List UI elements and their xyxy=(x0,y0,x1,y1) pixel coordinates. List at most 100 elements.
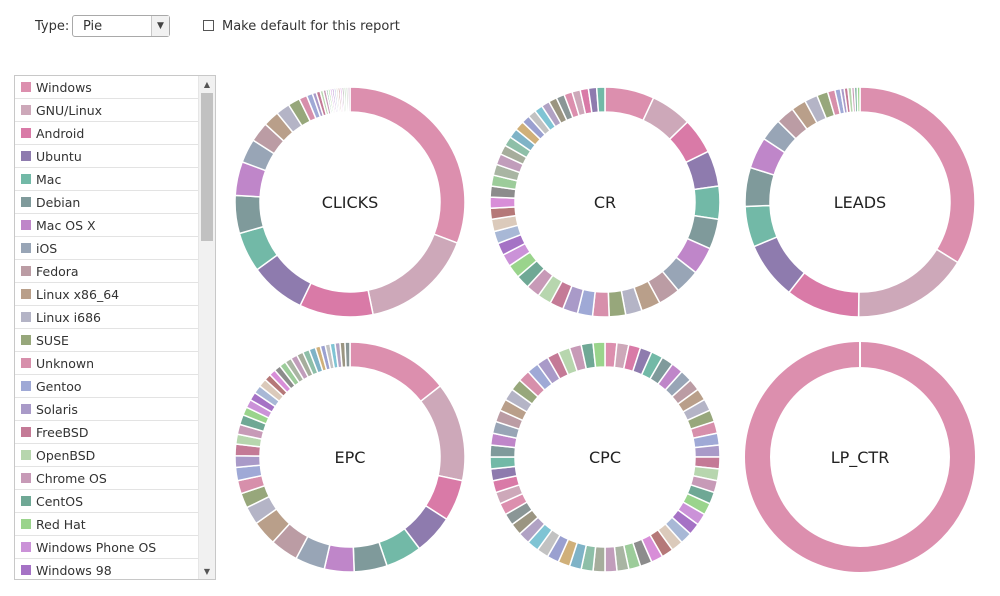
chart-type-select[interactable]: Pie ▼ xyxy=(72,15,170,37)
legend-swatch xyxy=(21,381,31,391)
legend-item[interactable]: OpenBSD xyxy=(15,444,199,467)
legend-label: Gentoo xyxy=(36,378,82,394)
legend-swatch xyxy=(21,151,31,161)
legend-label: CentOS xyxy=(36,493,84,509)
legend-swatch xyxy=(21,450,31,460)
legend-swatch xyxy=(21,473,31,483)
legend-swatch xyxy=(21,266,31,276)
legend-label: Windows 98 xyxy=(36,562,112,578)
donut-slice[interactable] xyxy=(489,196,516,210)
legend-list: Windows GNU/Linux Android Ubuntu Mac Debian Ma… xyxy=(15,76,199,579)
legend-item[interactable]: CentOS xyxy=(15,490,199,513)
legend-swatch xyxy=(21,542,31,552)
legend-item[interactable]: SUSE xyxy=(15,329,199,352)
legend-label: Linux i686 xyxy=(36,309,101,325)
legend-swatch xyxy=(21,128,31,138)
legend-swatch xyxy=(21,427,31,437)
legend-label: Linux x86_64 xyxy=(36,286,120,302)
legend-item[interactable]: Unknown xyxy=(15,352,199,375)
donut-slice[interactable] xyxy=(347,86,351,113)
donut-slice[interactable] xyxy=(349,86,466,244)
legend-item[interactable]: Windows 98 xyxy=(15,559,199,579)
legend-item[interactable]: Red Hat xyxy=(15,513,199,536)
legend-item[interactable]: Mac xyxy=(15,168,199,191)
donut-slice[interactable] xyxy=(419,385,466,482)
legend-label: GNU/Linux xyxy=(36,102,103,118)
legend-label: Ubuntu xyxy=(36,148,82,164)
legend-item[interactable]: Debian xyxy=(15,191,199,214)
legend-label: Unknown xyxy=(36,355,95,371)
legend-swatch xyxy=(21,197,31,207)
chart-title: LP_CTR xyxy=(831,448,890,468)
chevron-down-icon[interactable]: ▼ xyxy=(151,16,169,36)
legend-item[interactable]: Mac OS X xyxy=(15,214,199,237)
donut-slice[interactable] xyxy=(234,194,265,235)
legend-swatch xyxy=(21,519,31,529)
donut-slice[interactable] xyxy=(344,341,351,368)
legend-item[interactable]: Solaris xyxy=(15,398,199,421)
legend-item[interactable]: iOS xyxy=(15,237,199,260)
legend-item[interactable]: Linux i686 xyxy=(15,306,199,329)
legend-label: Windows xyxy=(36,79,92,95)
donut-slice[interactable] xyxy=(234,454,262,469)
legend-panel: Windows GNU/Linux Android Ubuntu Mac Debian Ma… xyxy=(14,75,216,580)
donut-slice[interactable] xyxy=(367,233,459,316)
donut-slice[interactable] xyxy=(604,545,618,573)
legend-swatch xyxy=(21,105,31,115)
type-label: Type: xyxy=(35,19,70,34)
legend-label: FreeBSD xyxy=(36,424,89,440)
donut-slice[interactable] xyxy=(693,185,721,221)
scroll-up-icon[interactable]: ▲ xyxy=(203,79,211,89)
legend-item[interactable]: Ubuntu xyxy=(15,145,199,168)
legend-item[interactable]: Android xyxy=(15,122,199,145)
legend-item[interactable]: FreeBSD xyxy=(15,421,199,444)
chart-title: CR xyxy=(594,193,616,212)
legend-item[interactable]: Fedora xyxy=(15,260,199,283)
legend-item[interactable]: GNU/Linux xyxy=(15,99,199,122)
donut-slice[interactable] xyxy=(299,282,374,318)
toolbar: Type: Pie ▼ Make default for this report xyxy=(0,0,1000,56)
legend-item[interactable]: Chrome OS xyxy=(15,467,199,490)
charts-area: CLICKS CR LEADS EPC CPC LP_CTR xyxy=(222,75,1000,596)
legend-label: Mac OS X xyxy=(36,217,96,233)
make-default-label[interactable]: Make default for this report xyxy=(222,19,400,34)
legend-label: Fedora xyxy=(36,263,79,279)
legend-scrollbar[interactable]: ▲ ▼ xyxy=(198,76,215,579)
legend-label: Android xyxy=(36,125,85,141)
legend-item[interactable]: Windows xyxy=(15,76,199,99)
legend-swatch xyxy=(21,312,31,322)
make-default-checkbox[interactable] xyxy=(203,20,214,31)
chart-title: CPC xyxy=(589,448,621,467)
scroll-down-icon[interactable]: ▼ xyxy=(203,566,211,576)
chart-title: LEADS xyxy=(834,193,886,212)
legend-swatch xyxy=(21,289,31,299)
donut-slice[interactable] xyxy=(595,86,606,113)
legend-item[interactable]: Linux x86_64 xyxy=(15,283,199,306)
legend-label: Windows Phone OS xyxy=(36,539,157,555)
legend-swatch xyxy=(21,496,31,506)
legend-label: Mac xyxy=(36,171,62,187)
donut-slice[interactable] xyxy=(859,86,976,264)
legend-swatch xyxy=(21,174,31,184)
legend-swatch xyxy=(21,82,31,92)
legend-label: Chrome OS xyxy=(36,470,107,486)
scroll-thumb[interactable] xyxy=(201,93,213,241)
donut-slice[interactable] xyxy=(592,341,606,369)
donut-slice[interactable] xyxy=(489,456,517,470)
donut-slice[interactable] xyxy=(857,248,959,318)
legend-label: Red Hat xyxy=(36,516,86,532)
chart-title: EPC xyxy=(335,448,366,467)
donut-charts: CLICKS CR LEADS EPC CPC LP_CTR xyxy=(234,86,976,573)
legend-label: Solaris xyxy=(36,401,78,417)
legend-item[interactable]: Gentoo xyxy=(15,375,199,398)
legend-label: SUSE xyxy=(36,332,69,348)
chart-title: CLICKS xyxy=(322,193,379,212)
legend-swatch xyxy=(21,243,31,253)
legend-swatch xyxy=(21,335,31,345)
donut-slice[interactable] xyxy=(693,444,721,458)
legend-swatch xyxy=(21,220,31,230)
donut-slice[interactable] xyxy=(349,341,442,403)
chart-type-value: Pie xyxy=(83,19,103,34)
donut-slice[interactable] xyxy=(856,86,861,113)
legend-item[interactable]: Windows Phone OS xyxy=(15,536,199,559)
